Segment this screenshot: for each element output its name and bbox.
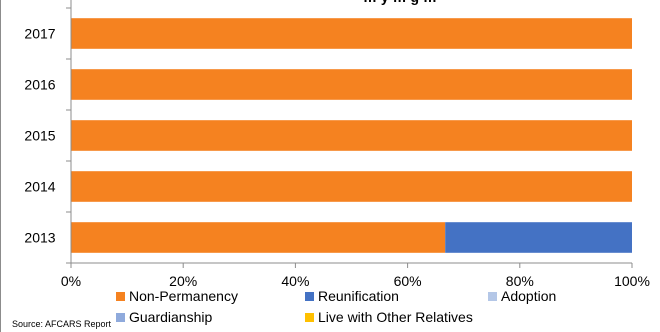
bar-2016-non-permanency [71, 69, 632, 100]
bar-2014-non-permanency [71, 171, 632, 202]
x-tick-label: 40% [281, 273, 309, 289]
x-tick-label: 60% [394, 273, 422, 289]
x-tick-label: 80% [506, 273, 534, 289]
x-tick-label: 0% [61, 273, 81, 289]
y-tick-label: 2017 [24, 26, 55, 42]
x-tick-label: 100% [614, 273, 650, 289]
y-tick-label: 2016 [24, 77, 55, 93]
y-tick-label: 2013 [24, 230, 55, 246]
x-tick-label: 20% [169, 273, 197, 289]
bar-2013-reunification [445, 222, 632, 253]
bar-2015-non-permanency [71, 120, 632, 151]
chart-title: … y … g … [363, 0, 437, 5]
y-tick-label: 2015 [24, 128, 55, 144]
bar-2017-non-permanency [71, 18, 632, 49]
y-tick-label: 2014 [24, 179, 55, 195]
source-note: Source: AFCARS Report [12, 319, 112, 329]
bar-2013-non-permanency [71, 222, 446, 253]
